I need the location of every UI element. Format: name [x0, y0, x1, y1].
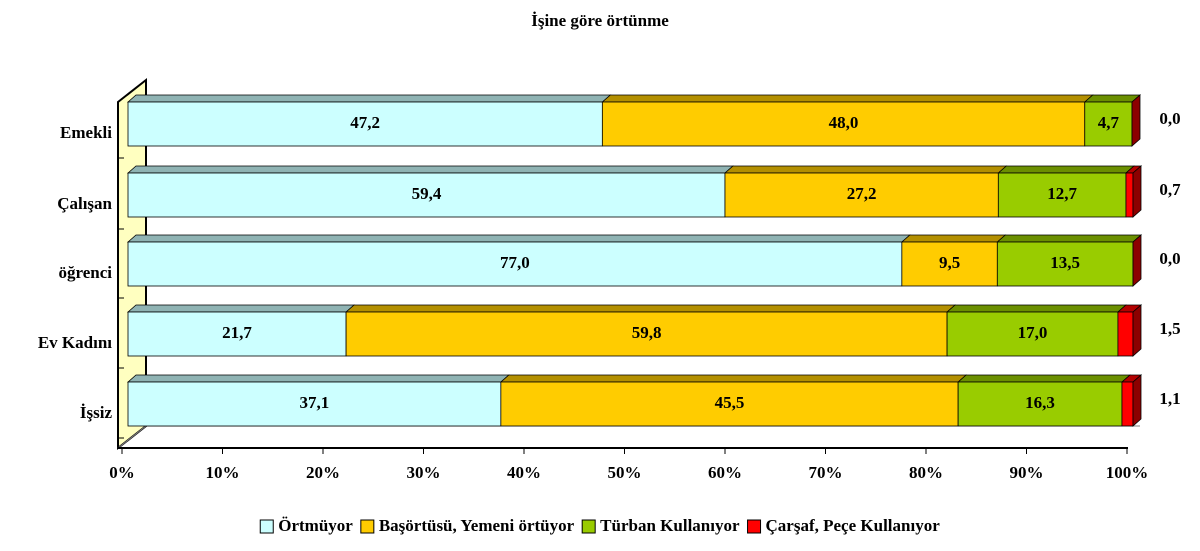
legend-label: Başörtüsü, Yemeni örtüyor: [379, 516, 575, 535]
value-label: 1,5: [1159, 319, 1180, 338]
y-tick-label: öğrenci: [58, 263, 112, 282]
y-tick-label: İşsiz: [80, 403, 113, 422]
bar-side: [1132, 374, 1142, 427]
x-tick-label: 20%: [306, 463, 340, 482]
bar-top: [126, 374, 510, 383]
x-tick-label: 60%: [708, 463, 742, 482]
x-tick-label: 10%: [206, 463, 240, 482]
bar: [1125, 172, 1134, 218]
legend-swatch: [581, 519, 596, 534]
legend-swatch: [747, 519, 762, 534]
bar-top: [946, 304, 1127, 313]
value-label: 37,1: [300, 393, 330, 412]
bar-top: [1083, 94, 1142, 103]
bar-top: [997, 165, 1136, 174]
value-label: 12,7: [1047, 184, 1077, 203]
value-label: 0,0: [1159, 249, 1180, 268]
bar: [901, 241, 998, 287]
bar-top: [996, 234, 1143, 243]
bar-top: [345, 304, 957, 313]
x-tick-label: 90%: [1010, 463, 1044, 482]
bar-top: [723, 165, 1008, 174]
y-tick-label: Ev Kadını: [38, 333, 112, 352]
bar: [127, 101, 603, 147]
bar-top: [126, 94, 612, 103]
value-label: 47,2: [350, 113, 380, 132]
x-tick-label: 100%: [1106, 463, 1149, 482]
value-label: 0,0: [1159, 109, 1180, 128]
bar-side: [1132, 234, 1142, 287]
x-tick-label: 40%: [507, 463, 541, 482]
bar: [946, 311, 1119, 357]
bar: [127, 241, 903, 287]
value-label: 21,7: [222, 323, 252, 342]
value-label: 1,1: [1159, 389, 1180, 408]
bar: [724, 172, 999, 218]
value-label: 17,0: [1018, 323, 1048, 342]
x-tick-label: 0%: [109, 463, 135, 482]
legend-label: Çarşaf, Peçe Kullanıyor: [766, 516, 941, 535]
x-tick-label: 70%: [809, 463, 843, 482]
bar-top: [126, 165, 735, 174]
legend-swatch: [259, 519, 274, 534]
value-label: 9,5: [939, 253, 960, 272]
value-label: 45,5: [715, 393, 745, 412]
value-label: 59,4: [412, 184, 442, 203]
bar: [957, 381, 1123, 427]
bar-side: [1132, 304, 1142, 357]
value-label: 16,3: [1025, 393, 1055, 412]
value-label: 0,7: [1159, 180, 1181, 199]
bar-top: [900, 234, 1007, 243]
value-label: 48,0: [829, 113, 859, 132]
bar-top: [957, 374, 1132, 383]
bar: [1121, 381, 1134, 427]
bar-top: [126, 234, 911, 243]
bar: [345, 311, 948, 357]
bar: [1084, 101, 1133, 147]
bar-top: [126, 304, 356, 313]
x-tick-label: 50%: [608, 463, 642, 482]
value-label: 13,5: [1050, 253, 1080, 272]
legend-label: Örtmüyor: [278, 516, 353, 535]
x-tick-label: 80%: [909, 463, 943, 482]
y-tick-label: Çalışan: [57, 194, 112, 213]
value-label: 4,7: [1098, 113, 1120, 132]
y-tick-label: Emekli: [60, 123, 112, 142]
value-label: 77,0: [500, 253, 530, 272]
value-label: 27,2: [847, 184, 877, 203]
bar: [997, 172, 1127, 218]
bar: [500, 381, 959, 427]
bar: [127, 311, 347, 357]
bar: [601, 101, 1086, 147]
bar-top: [601, 94, 1094, 103]
bar: [1117, 311, 1134, 357]
chart-title: İşine göre örtünme: [531, 11, 669, 30]
bar-top: [499, 374, 968, 383]
bar: [996, 241, 1134, 287]
value-label: 59,8: [632, 323, 662, 342]
bar: [127, 172, 726, 218]
bar-side: [1132, 165, 1142, 218]
legend-swatch: [360, 519, 375, 534]
legend-label: Türban Kullanıyor: [600, 516, 740, 535]
bar: [127, 381, 502, 427]
chart-floor: [117, 425, 1140, 449]
x-tick-label: 30%: [407, 463, 441, 482]
bar-side: [1131, 94, 1141, 147]
